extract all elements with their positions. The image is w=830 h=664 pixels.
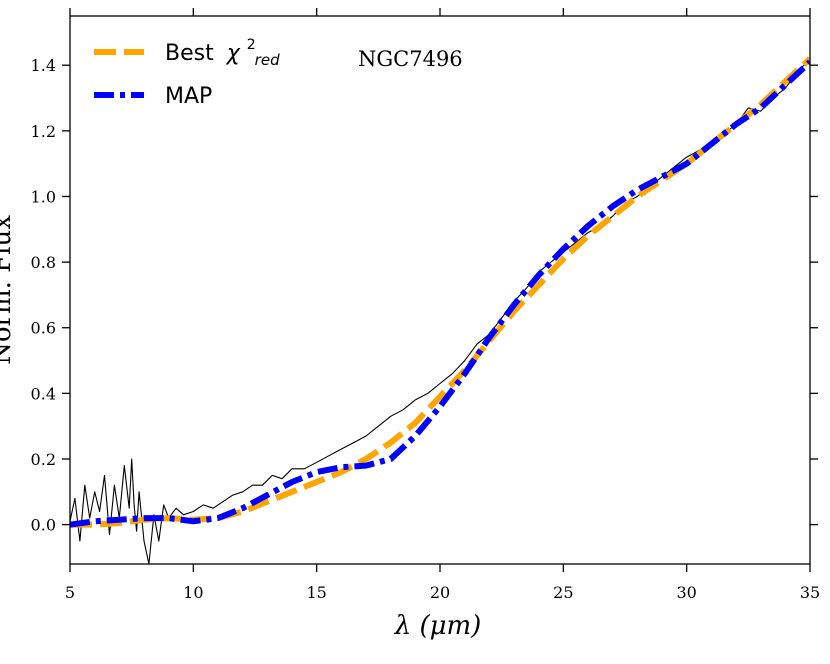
series-layer [70,56,810,564]
x-tick-label-0: 5 [65,583,75,602]
legend: Best χ 2 red MAP [94,30,280,109]
y-tick-label-1: 0.2 [31,450,56,469]
x-axis-title-text: λ (μm) [394,611,482,641]
legend-best-subscript: red [255,51,280,69]
plot-frame [69,15,811,565]
y-tick-label-7: 1.4 [31,56,56,75]
x-tick-label-1: 10 [183,583,203,602]
x-axis-title: λ (μm) [394,611,482,641]
legend-best-superscript: 2 [247,37,256,53]
legend-map-label: MAP [165,84,212,109]
y-tick-label-0: 0.0 [31,516,56,535]
ticks-layer: 5 10 15 20 25 30 35 0.0 0.2 0.4 0.6 0.8 1.0 1.2 1.4 [31,8,820,602]
legend-best-word: Best [165,41,214,66]
series-line-1 [70,56,810,528]
y-tick-label-2: 0.4 [31,384,56,403]
y-tick-label-3: 0.6 [31,319,56,338]
x-tick-label-2: 15 [306,583,326,602]
y-axis-title: Norm. Flux [0,215,17,365]
x-tick-label-3: 20 [430,583,450,602]
y-tick-label-6: 1.2 [31,122,56,141]
x-tick-label-5: 30 [676,583,696,602]
y-tick-label-5: 1.0 [31,187,56,206]
series-line-0 [70,58,810,564]
x-tick-label-4: 25 [553,583,573,602]
legend-best-label: Best χ 2 red [165,30,280,69]
galaxy-name-label: NGC7496 [358,47,463,71]
y-tick-label-4: 0.8 [31,253,56,272]
x-tick-label-6: 35 [800,583,820,602]
series-line-2 [70,59,810,528]
legend-best-symbol: χ [226,41,241,66]
